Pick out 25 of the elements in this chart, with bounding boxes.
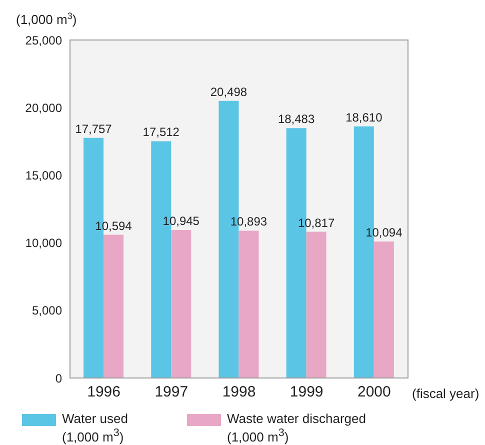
data-label: 17,757 bbox=[75, 122, 112, 136]
y-tick-label: 20,000 bbox=[25, 100, 62, 115]
x-axis-title: (fiscal year) bbox=[412, 386, 480, 401]
bar bbox=[306, 232, 326, 378]
y-tick-label: 25,000 bbox=[25, 33, 62, 48]
x-tick-label: 1996 bbox=[87, 384, 120, 401]
bar bbox=[374, 242, 394, 378]
y-axis-title: (1,000 m$^{3}$) bbox=[16, 11, 77, 27]
legend-label: Waste water discharged (1,000 m$^{3}$) bbox=[227, 411, 367, 444]
y-tick-label: 15,000 bbox=[25, 168, 62, 182]
data-label: 18,483 bbox=[278, 112, 315, 126]
x-tick-label: 1998 bbox=[222, 384, 256, 401]
x-tick-label: 1999 bbox=[290, 384, 324, 401]
x-tick-label: 2000 bbox=[358, 384, 391, 401]
bar bbox=[238, 230, 259, 378]
y-tick-label: 0 bbox=[55, 371, 62, 386]
legend-label: Water used (1,000 m$^{3}$) bbox=[62, 411, 129, 444]
data-label: 18,610 bbox=[346, 110, 383, 124]
x-tick-label: 1997 bbox=[154, 384, 188, 401]
data-label: 17,512 bbox=[142, 125, 180, 140]
y-tick-label: 10,000 bbox=[25, 236, 62, 250]
bar bbox=[171, 230, 192, 378]
data-label: 20,498 bbox=[210, 84, 248, 99]
bar bbox=[104, 234, 124, 378]
y-tick-label: 5,000 bbox=[32, 304, 62, 318]
